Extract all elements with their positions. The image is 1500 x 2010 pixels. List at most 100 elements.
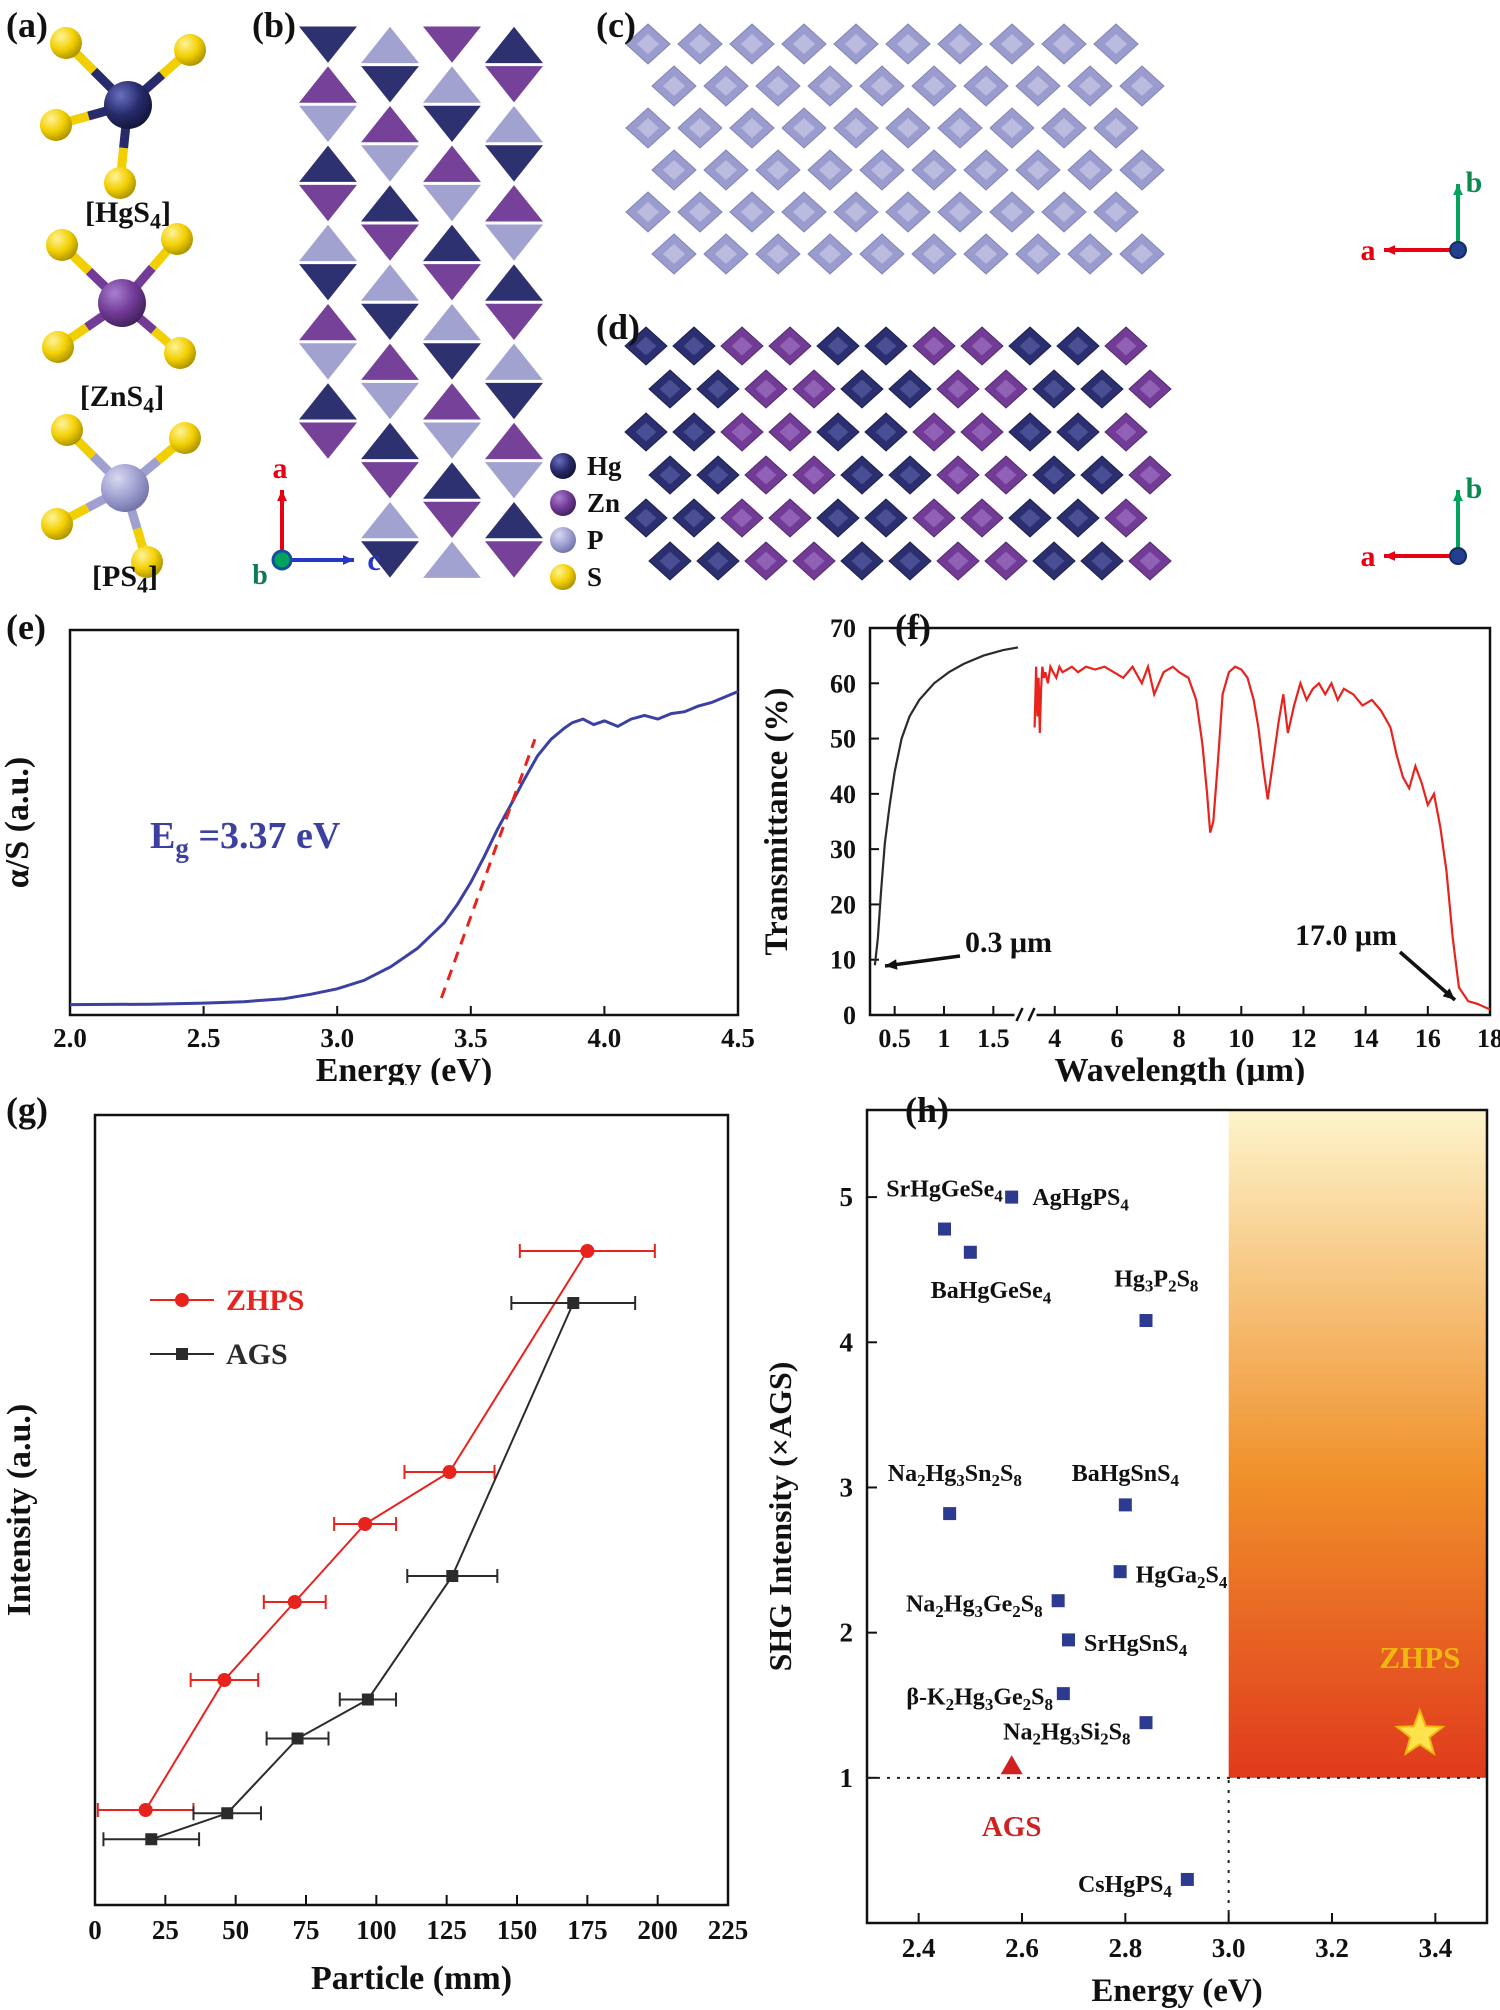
x-tick-label: 150 — [497, 1915, 538, 1945]
x-tick-label: 0.5 — [878, 1024, 911, 1053]
panel-label-c: (c) — [596, 5, 636, 45]
axis-origin-dot — [1449, 547, 1467, 565]
x-tick-label: 4.0 — [588, 1023, 622, 1053]
center-atom — [98, 279, 146, 327]
panel-a-building-units: (a) [HgS4] [ZnS4] [PS4] — [0, 0, 240, 600]
x-tick-label: 25 — [152, 1915, 179, 1945]
center-atom — [104, 81, 152, 129]
panel-h-shg-comparison-plot: (h) 2.4 2.6 2.8 3.0 3.2 3.4 1 2 3 4 5 SrHgGeSe4 AgHg… — [755, 1085, 1500, 2010]
shg-particle-chart: 0 25 50 75 100 125 150 175 200 225 ZHPS AGS Particle… — [1, 1113, 748, 1997]
compound-point — [1118, 1498, 1132, 1512]
legend-sphere-Zn — [550, 490, 576, 516]
axis-b-label: b — [1466, 166, 1483, 199]
x-axis-label: Particle (mm) — [311, 1960, 512, 1997]
legend-AGS: AGS — [226, 1338, 288, 1371]
x-tick-label: 200 — [637, 1915, 678, 1945]
molecule-[HgS4] — [40, 27, 206, 199]
x-tick-label: 1.5 — [977, 1024, 1010, 1053]
y-tick-label: 1 — [840, 1763, 854, 1793]
compound-label: HgGa2S4 — [1136, 1563, 1228, 1592]
axis-a-label: a — [1361, 540, 1376, 573]
sulfur-atom — [164, 337, 196, 369]
x-tick-label: 12 — [1290, 1024, 1316, 1053]
sulfur-atom — [131, 546, 163, 578]
ags-triangle-marker — [1000, 1755, 1023, 1775]
ZHPS-point — [217, 1673, 232, 1687]
ZHPS-point — [580, 1244, 595, 1258]
polyhedra-column-drawing: a c b — [252, 25, 546, 591]
panel-g-particle-size-plot: (g) 0 25 50 75 100 125 150 175 200 225 ZHPS AGS Part… — [0, 1085, 755, 2010]
AGS-point — [291, 1732, 304, 1745]
y-tick-label: 4 — [840, 1327, 854, 1357]
x-tick-label: 3.4 — [1418, 1933, 1452, 1963]
x-axis-label: Energy (eV) — [1091, 1973, 1262, 2009]
legend-sphere-P — [550, 527, 576, 553]
ags-label: AGS — [982, 1811, 1042, 1843]
x-tick-label: 3.0 — [320, 1023, 354, 1053]
compound-label: AgHgPS4 — [1032, 1185, 1129, 1214]
IR-transmittance-curve — [1033, 662, 1491, 1011]
x-tick-label: 3.5 — [454, 1023, 488, 1053]
legend-ZHPS: ZHPS — [226, 1284, 304, 1317]
y-tick-label: 3 — [840, 1472, 854, 1502]
panel-label-h: (h) — [905, 1090, 949, 1130]
compound-point — [1062, 1633, 1075, 1647]
y-tick-label: 30 — [830, 835, 856, 864]
band-gap-annotation: Eg =3.37 eV — [150, 815, 341, 863]
x-tick-label: 2.6 — [1005, 1933, 1039, 1963]
sulfur-atom — [51, 414, 83, 446]
x-tick-label: 8 — [1173, 1024, 1186, 1053]
ZHPS-point — [138, 1803, 153, 1817]
panel-label-f: (f) — [895, 607, 931, 647]
compound-point — [943, 1507, 957, 1521]
y-axis-label: Transmittance (%) — [759, 688, 795, 956]
x-tick-label: 50 — [222, 1915, 249, 1945]
y-tick-label: 20 — [830, 890, 856, 919]
sulfur-atom — [169, 422, 201, 454]
compound-label: SrHgSnS4 — [1084, 1631, 1188, 1660]
legend-label-S: S — [587, 562, 602, 592]
ZHPS-point — [358, 1517, 373, 1531]
x-axis-label: Energy (eV) — [316, 1052, 493, 1085]
compound-point — [938, 1222, 951, 1236]
panel-label-e: (e) — [6, 607, 46, 647]
atom-legend-drawing: Hg Zn PS — [550, 451, 622, 592]
x-tick-label: 14 — [1353, 1024, 1379, 1053]
absorption-curve — [69, 690, 739, 1007]
panel-b-crystal-structure: (b) a c b — [240, 0, 560, 600]
ZHPS-point — [287, 1595, 302, 1609]
y-tick-label: 0 — [843, 1001, 856, 1030]
y-tick-label: 60 — [830, 669, 856, 698]
molecule-[PS4] — [41, 414, 201, 578]
transmittance-chart: 0 10 20 30 40 50 60 70 0.5 1 1.5 4 6 8 10 12 14 16 18 0.3 μ… — [759, 614, 1500, 1085]
x-tick-label: 4 — [1048, 1024, 1061, 1053]
compound-point — [1139, 1314, 1153, 1328]
tauc-extrapolation-line — [439, 738, 537, 999]
x-tick-label: 1 — [938, 1024, 951, 1053]
legend-label-Zn: Zn — [587, 488, 620, 518]
compound-point — [1005, 1190, 1019, 1204]
panel-f-transmittance-plot: (f) 0 10 20 30 40 50 60 70 0.5 1 1.5 4 6 8 10 12 14 16 18 0… — [755, 600, 1500, 1085]
molecule-label: [ZnS4] — [80, 380, 164, 418]
y-axis-label: α/S (a.u.) — [0, 757, 36, 888]
AGS-line — [150, 1302, 575, 1841]
AGS-point — [221, 1807, 234, 1820]
legend-label-Hg: Hg — [587, 451, 622, 481]
compound-label: SrHgGeSe4 — [886, 1176, 1003, 1205]
x-tick-label: 2.4 — [902, 1933, 936, 1963]
sulfur-atom — [46, 229, 78, 261]
sulfur-atom — [50, 27, 82, 59]
ZHPS-line — [144, 1250, 589, 1811]
compound-point — [1113, 1565, 1127, 1579]
legend-sphere-S — [550, 564, 576, 590]
axis-b-label: b — [1466, 472, 1483, 505]
y-tick-label: 70 — [830, 614, 856, 643]
compound-point — [1180, 1872, 1194, 1886]
x-tick-label: 2.5 — [187, 1023, 221, 1053]
panel-label-b: (b) — [252, 5, 296, 45]
ir-cutoff-annotation: 17.0 μm — [1295, 919, 1397, 952]
x-tick-label: 125 — [426, 1915, 467, 1945]
uv-cutoff-annotation: 0.3 μm — [965, 926, 1052, 959]
tetrahedra-molecules-drawing: [HgS4] [ZnS4] [PS4] — [40, 27, 206, 598]
